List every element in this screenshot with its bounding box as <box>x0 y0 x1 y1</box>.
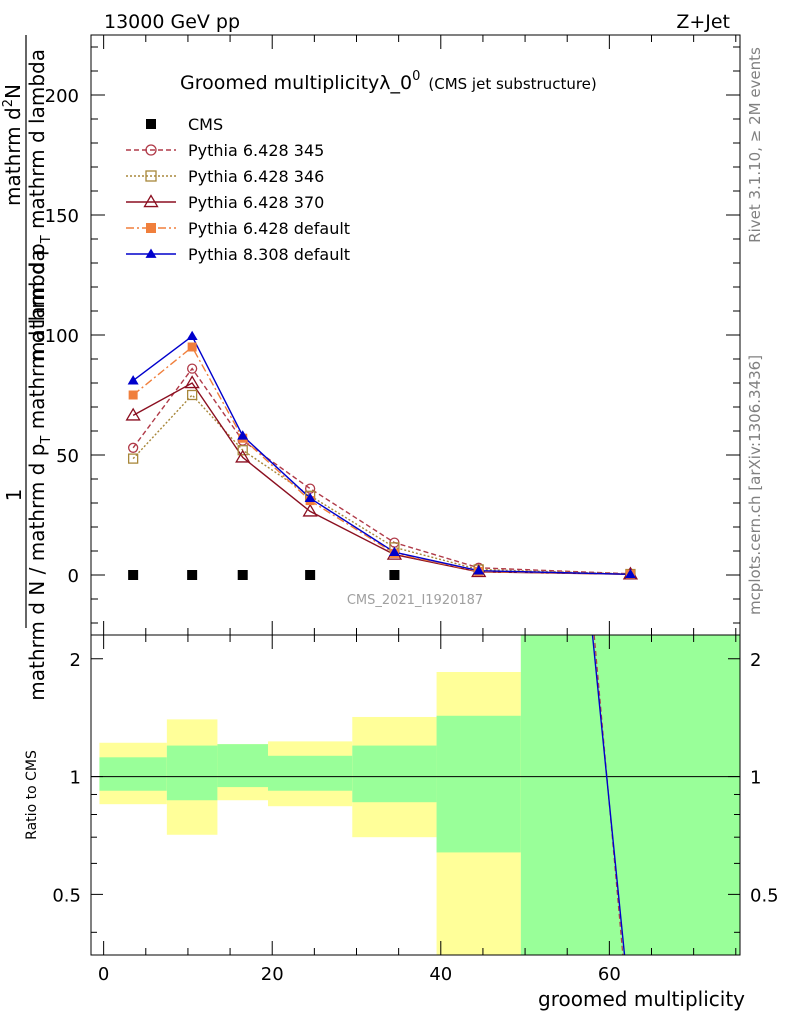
series-point-4 <box>186 330 198 341</box>
mcplots-credit: mcplots.cern.ch [arXiv:1306.3436] <box>746 355 764 615</box>
series-point-2 <box>302 503 318 517</box>
ratio-band-green <box>352 745 437 803</box>
cms-data-point <box>237 570 248 580</box>
legend-marker-3 <box>143 194 159 208</box>
legend-marker-1 <box>145 144 157 156</box>
series-point-2 <box>125 407 141 421</box>
series-point-0 <box>186 363 198 374</box>
series-point-1 <box>127 453 139 464</box>
series-point-4 <box>127 375 139 385</box>
legend-marker-5 <box>145 248 157 258</box>
chart-title-sup: 0 <box>412 69 420 84</box>
legend-label-1: Pythia 6.428 345 <box>188 141 324 160</box>
series-line-3 <box>132 345 631 575</box>
ratio-line-pythia8 <box>591 634 626 956</box>
y-tick-label: 0 <box>68 566 79 587</box>
main-plot-area: 0 50 100 150 200 <box>45 34 741 636</box>
ratio-axis-label: Ratio to CMS <box>24 750 40 840</box>
legend-marker-0 <box>146 119 156 129</box>
ratio-band-green <box>166 745 218 801</box>
y-axis-label-numerator: mathrm d2N <box>1 84 25 206</box>
header-right: Z+Jet <box>676 11 730 33</box>
series-point-4 <box>624 568 636 579</box>
legend: CMS Pythia 6.428 345 Pythia 6.428 346 Pythi… <box>126 115 350 264</box>
y-axis-label-denominator: mathrm d pT mathrm d lambda <box>25 49 54 361</box>
y-tick-label: 150 <box>45 206 79 227</box>
ratio-band-green <box>217 744 268 788</box>
cms-data-point <box>305 570 316 580</box>
ratio-band-green <box>99 757 167 791</box>
y-axis-label-one: 1 <box>2 489 26 502</box>
series-line-0 <box>132 367 631 575</box>
series-point-3 <box>187 342 197 352</box>
ratio-tick-label-right: 1 <box>750 768 761 789</box>
legend-label-0: CMS <box>188 115 223 134</box>
series-point-2 <box>235 449 251 463</box>
x-tick-label: 40 <box>429 964 452 985</box>
ratio-plot-area: 0.5 0.51 12 20 20 40 60 <box>52 634 779 985</box>
series-point-4 <box>388 546 400 557</box>
legend-label-5: Pythia 8.308 default <box>188 245 350 264</box>
rivet-version: Rivet 3.1.10, ≥ 2M events <box>746 47 764 243</box>
x-tick-label: 60 <box>598 964 621 985</box>
ratio-band-green <box>268 755 353 791</box>
ratio-tick-label-left: 0.5 <box>52 885 81 906</box>
series-point-1 <box>186 389 198 401</box>
ratio-frame <box>90 634 741 956</box>
cms-data-point <box>389 570 400 580</box>
y-tick-label: 200 <box>45 86 79 107</box>
y-tick-label: 100 <box>45 326 79 347</box>
series-point-2 <box>184 375 200 389</box>
x-axis-label: groomed multiplicity <box>538 987 745 1011</box>
legend-marker-4 <box>146 223 156 233</box>
chart-title: Groomed multiplicityλ_00 (CMS jet substru… <box>180 69 597 94</box>
chart-title-small: (CMS jet substructure) <box>428 75 596 93</box>
analysis-id: CMS_2021_I1920187 <box>347 593 483 608</box>
series-point-0 <box>127 442 139 453</box>
series-point-1 <box>237 445 248 456</box>
series-point-4 <box>304 492 316 503</box>
ratio-tick-label-left: 2 <box>70 650 81 671</box>
legend-label-2: Pythia 6.428 346 <box>188 167 324 186</box>
ratio-tick-label-right: 0.5 <box>750 885 779 906</box>
legend-label-4: Pythia 6.428 default <box>188 219 350 238</box>
series-point-4 <box>237 430 249 440</box>
y-axis-label: 1 mathrm d2N mathrm d pT mathrm d lambda… <box>1 35 54 701</box>
ratio-band-green <box>436 715 521 853</box>
ratio-band-green <box>520 635 740 955</box>
chart-title-main: Groomed multiplicityλ_0 <box>180 72 412 94</box>
header-left: 13000 GeV pp <box>104 11 240 33</box>
cms-data-point <box>128 570 139 580</box>
cms-data-point <box>187 570 198 580</box>
series-point-4 <box>473 565 485 575</box>
x-tick-label: 20 <box>261 964 284 985</box>
series-line-1 <box>132 393 631 575</box>
y-axis-label-bottom: mathrm d N / mathrm d pT mathrm d lambda <box>25 249 54 700</box>
x-tick-label: 0 <box>98 964 109 985</box>
series-point-3 <box>128 390 138 400</box>
ratio-tick-label-right: 2 <box>750 650 761 671</box>
ratio-tick-label-left: 1 <box>70 768 81 789</box>
y-tick-label: 50 <box>56 446 79 467</box>
series-line-4 <box>132 335 631 575</box>
legend-label-3: Pythia 6.428 370 <box>188 193 324 212</box>
legend-marker-2 <box>145 170 157 182</box>
